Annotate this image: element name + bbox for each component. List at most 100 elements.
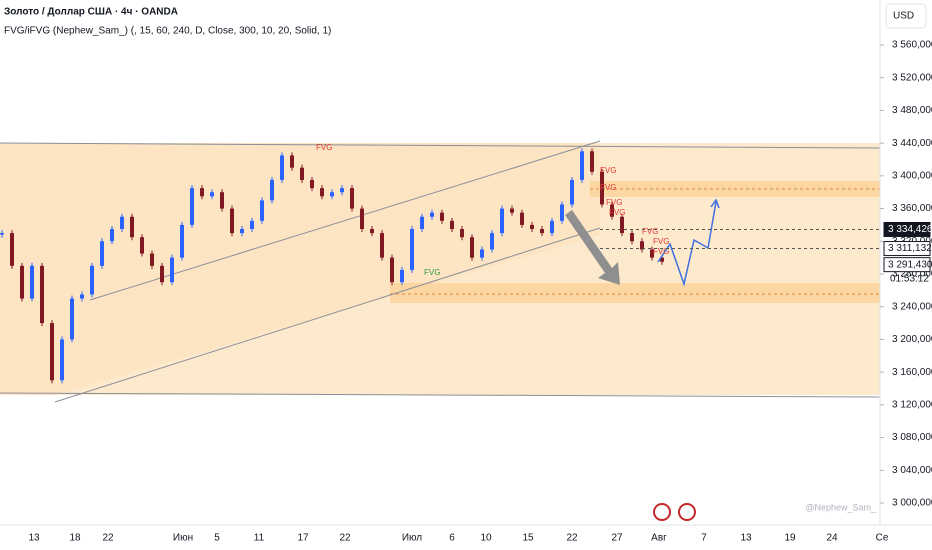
candle [260,200,264,221]
candle [110,229,114,242]
x-label: 24 [826,533,838,544]
candle [610,204,614,217]
y-tick-label: 3 160,000 [892,367,932,378]
candle [420,216,424,230]
projection [657,201,717,287]
candle [190,188,194,225]
y-tick-label: 3 040,000 [892,465,932,476]
projection-arrow [710,198,720,209]
candle [80,294,84,299]
candle [480,249,484,258]
candle [140,237,144,254]
y-tick-label: 3 000,000 [892,498,932,509]
y-tick-label: 3 520,000 [892,72,932,83]
candle [270,179,274,201]
candle [520,212,524,225]
y-tick-label: 3 240,000 [892,301,932,312]
candle [230,208,234,234]
candle [300,167,304,180]
channel-line [54,227,601,403]
candle [590,151,594,172]
y-tick-label: 3 080,000 [892,432,932,443]
y-tick-label: 3 480,000 [892,105,932,116]
candle [620,216,624,234]
channel-line [89,140,601,301]
candle [550,220,554,234]
currency-box[interactable] [885,3,927,29]
fvg-label: FVG [424,268,440,277]
x-label: 27 [611,533,623,544]
x-label: 22 [339,533,351,544]
candle [210,192,214,197]
candle [340,188,344,193]
candle [200,188,204,197]
fvg-label: FVG [609,208,625,217]
x-label: 15 [522,533,534,544]
x-label: 18 [69,533,81,544]
candle [410,229,414,270]
price-label: 3 334,426 [888,224,932,235]
x-label: 13 [740,533,752,544]
candle [70,298,74,340]
candle [400,269,404,283]
price-box [883,221,931,237]
price-box [883,241,931,257]
x-label: Июл [402,533,422,544]
candle [330,192,334,197]
candle [560,204,564,221]
candle [10,233,14,266]
x-label: 19 [784,533,796,544]
candle [530,224,534,230]
x-label: 22 [102,533,114,544]
fvg-label: FVG [653,247,669,256]
event-icon[interactable] [653,503,671,521]
event-icon[interactable] [678,503,696,521]
candle [220,192,224,209]
y-tick-label: 3 200,000 [892,334,932,345]
trend-line [0,142,881,149]
channel-fill [0,143,600,395]
candle [350,188,354,209]
y-tick-label: 3 360,000 [892,203,932,214]
candle [540,229,544,234]
x-label: 17 [297,533,309,544]
candle [100,241,104,266]
candle [630,233,634,242]
candle [50,323,54,381]
candle [20,265,24,299]
candle [130,216,134,238]
candle [320,188,324,197]
candle [40,265,44,324]
y-tick-label: 3 120,000 [892,399,932,410]
x-label: 6 [449,533,455,544]
x-label: 11 [254,533,265,544]
candle [650,249,654,258]
candle [170,257,174,283]
x-label: 10 [480,533,492,544]
fvg-label: FVG [642,227,658,236]
candle [460,229,464,238]
watermark: @Nephew_Sam_ [805,502,877,512]
candle [60,339,64,381]
candle [430,212,434,217]
candle [150,253,154,266]
x-label: Се [876,533,889,544]
candle [360,208,364,230]
fvg-label: FVG [600,183,616,192]
x-label: Июн [173,533,193,544]
y-tick-label: 3 440,000 [892,138,932,149]
candle [450,220,454,230]
timer: 01:53:12 [890,273,929,284]
candle [250,220,254,230]
candle [510,208,514,213]
x-label: 13 [28,533,40,544]
candle [90,265,94,295]
price-box [883,257,931,273]
candle [120,216,124,230]
candle [570,179,574,205]
candle [490,233,494,250]
price-label: 3 311,132 [888,243,932,254]
x-label: 22 [566,533,578,544]
fvg-label: FVG [316,143,332,152]
fvg-label: FVG [606,198,622,207]
